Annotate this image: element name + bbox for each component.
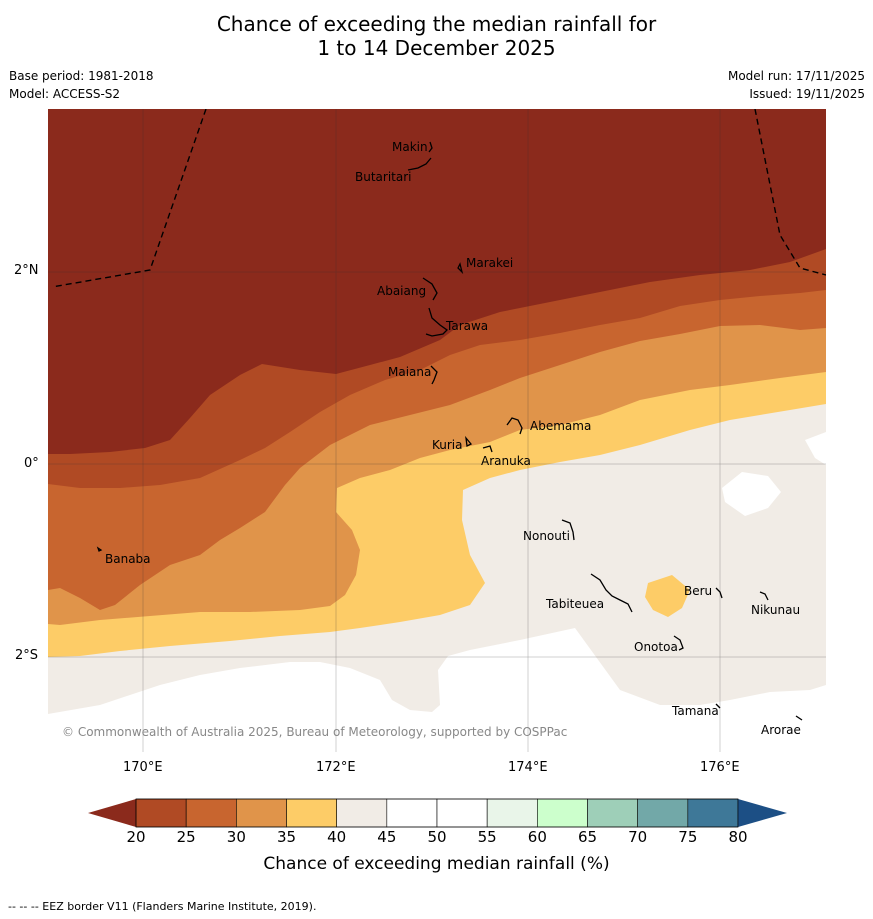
label-nikunau: Nikunau bbox=[751, 603, 800, 617]
island-beru bbox=[715, 587, 723, 599]
label-tamana: Tamana bbox=[671, 704, 719, 718]
colorbar-cell bbox=[185, 798, 237, 828]
island-butaritari bbox=[407, 157, 432, 171]
island-maiana bbox=[430, 365, 438, 385]
place-labels: Makin Butaritari Marakei Abaiang Tarawa … bbox=[105, 140, 801, 737]
colorbar bbox=[88, 798, 787, 828]
colorbar-cell bbox=[135, 798, 187, 828]
colorbar-tick-label: 80 bbox=[728, 828, 748, 846]
island-marakei bbox=[457, 262, 464, 275]
band-35-40-patch bbox=[645, 575, 690, 617]
label-tarawa: Tarawa bbox=[445, 319, 488, 333]
island-aranuka bbox=[482, 445, 493, 453]
colorbar-cells bbox=[135, 798, 739, 828]
label-abemama: Abemama bbox=[530, 419, 591, 433]
colorbar-cell bbox=[236, 798, 287, 828]
label-abaiang: Abaiang bbox=[377, 284, 426, 298]
title-line-1: Chance of exceeding the median rainfall … bbox=[216, 12, 657, 36]
island-abemama bbox=[506, 417, 523, 435]
island-makin bbox=[428, 141, 433, 153]
label-nonouti: Nonouti bbox=[523, 529, 570, 543]
colorbar-tick-label: 35 bbox=[276, 828, 297, 846]
label-marakei: Marakei bbox=[466, 256, 513, 270]
colorbar-tick-label: 70 bbox=[628, 828, 648, 846]
label-butaritari: Butaritari bbox=[355, 170, 412, 184]
meta-left: Base period: 1981-2018 Model: ACCESS-S2 bbox=[9, 67, 154, 103]
label-onotoa: Onotoa bbox=[634, 640, 678, 654]
eez-footer: -- -- -- EEZ border V11 (Flanders Marine… bbox=[8, 900, 317, 913]
island-tamana bbox=[715, 703, 721, 709]
island-onotoa bbox=[673, 635, 684, 651]
colorbar-tick-label: 55 bbox=[477, 828, 497, 846]
colorbar-tick-label: 25 bbox=[176, 828, 196, 846]
lon-label-174e: 174°E bbox=[508, 760, 548, 775]
island-tarawa bbox=[425, 307, 449, 337]
label-beru: Beru bbox=[684, 584, 712, 598]
colorbar-tick-label: 75 bbox=[678, 828, 698, 846]
colorbar-cell bbox=[687, 798, 739, 828]
lat-label-0: 0° bbox=[24, 456, 39, 471]
colorbar-cell bbox=[286, 798, 337, 828]
copyright: © Commonwealth of Australia 2025, Bureau… bbox=[62, 725, 567, 739]
colorbar-frame bbox=[135, 798, 739, 828]
colorbar-tick-label: 65 bbox=[577, 828, 598, 846]
map-area: Makin Butaritari Marakei Abaiang Tarawa … bbox=[48, 109, 826, 752]
island-abaiang bbox=[422, 277, 438, 301]
colorbar-tick-label: 60 bbox=[527, 828, 547, 846]
island-tabiteuea bbox=[590, 573, 633, 613]
lon-label-172e: 172°E bbox=[316, 760, 356, 775]
label-makin: Makin bbox=[392, 140, 428, 154]
label-arorae: Arorae bbox=[761, 723, 801, 737]
label-maiana: Maiana bbox=[388, 365, 431, 379]
eez-border bbox=[51, 109, 826, 288]
islands bbox=[96, 141, 803, 721]
model-run: Model run: 17/11/2025 bbox=[727, 69, 865, 83]
lat-label-2n: 2°N bbox=[14, 263, 39, 278]
colorbar-tick-label: 45 bbox=[377, 828, 397, 846]
colorbar-cell bbox=[537, 798, 588, 828]
colorbar-cell bbox=[587, 798, 638, 828]
band-white-edge bbox=[805, 432, 826, 465]
colorbar-cell bbox=[336, 798, 388, 828]
meta-right: Model run: 17/11/2025 Issued: 19/11/2025 bbox=[728, 67, 865, 103]
colorbar-tick-label: 40 bbox=[327, 828, 347, 846]
colorbar-cell bbox=[436, 798, 488, 828]
island-nikunau bbox=[759, 591, 769, 601]
issued-date: Issued: 19/11/2025 bbox=[749, 87, 865, 101]
colorbar-tick-label: 30 bbox=[226, 828, 246, 846]
lon-label-170e: 170°E bbox=[123, 760, 163, 775]
band-white-hole bbox=[722, 472, 781, 516]
label-banaba: Banaba bbox=[105, 552, 151, 566]
map-title: Chance of exceeding the median rainfall … bbox=[0, 12, 873, 60]
colorbar-title: Chance of exceeding median rainfall (%) bbox=[263, 854, 610, 874]
colorbar-high-arrow bbox=[738, 799, 787, 827]
colorbar-tick-label: 20 bbox=[126, 828, 146, 846]
colorbar-cell bbox=[637, 798, 689, 828]
colorbar-cell bbox=[486, 798, 538, 828]
title-line-2: 1 to 14 December 2025 bbox=[317, 36, 556, 60]
grid bbox=[48, 109, 826, 752]
model-name: Model: ACCESS-S2 bbox=[9, 87, 121, 101]
island-arorae bbox=[795, 715, 803, 721]
island-nonouti bbox=[561, 519, 575, 541]
lon-label-176e: 176°E bbox=[700, 760, 740, 775]
island-kuria bbox=[465, 435, 473, 447]
colorbar-tick-label: 50 bbox=[427, 828, 447, 846]
label-aranuka: Aranuka bbox=[481, 454, 531, 468]
island-banaba bbox=[96, 546, 103, 552]
lat-label-2s: 2°S bbox=[15, 648, 39, 663]
colorbar-low-arrow bbox=[88, 799, 136, 827]
base-period: Base period: 1981-2018 bbox=[9, 69, 154, 83]
colorbar-cell bbox=[386, 798, 438, 828]
label-tabiteuea: Tabiteuea bbox=[545, 597, 604, 611]
band-below-20 bbox=[48, 109, 826, 454]
label-kuria: Kuria bbox=[432, 438, 463, 452]
